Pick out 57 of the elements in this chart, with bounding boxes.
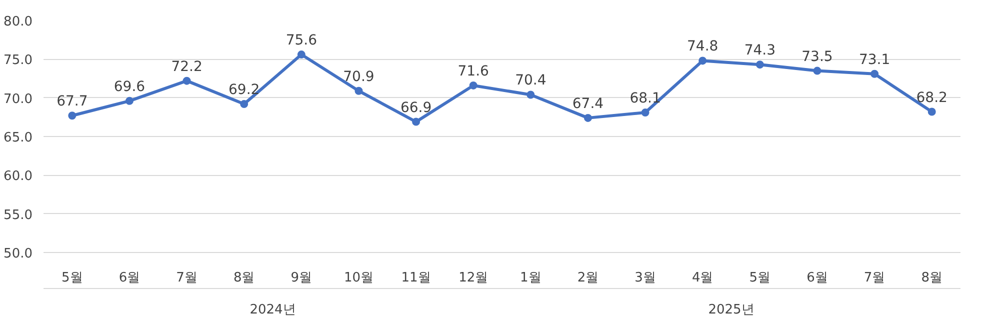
- x-tick-label: 3월: [634, 270, 656, 286]
- point: [68, 112, 76, 120]
- data-label: 69.2: [228, 82, 260, 98]
- y-tick-label: 50.0: [4, 246, 33, 262]
- point: [412, 118, 420, 126]
- data-label: 70.9: [343, 68, 374, 85]
- y-tick-label: 55.0: [4, 208, 33, 223]
- point: [297, 50, 306, 59]
- data-label: 68.2: [916, 90, 948, 106]
- y-tick-label: 70.0: [4, 92, 33, 107]
- y-tick-label: 60.0: [4, 169, 33, 184]
- x-tick-label: 2월: [577, 270, 599, 286]
- point: [641, 108, 650, 117]
- data-label: 67.4: [572, 96, 604, 112]
- data-label: 74.8: [687, 38, 718, 55]
- point: [756, 60, 764, 69]
- x-tick-label: 9월: [290, 270, 312, 286]
- x-tick-label: 6월: [118, 270, 140, 286]
- point: [182, 76, 191, 85]
- x-tick-label: 1월: [520, 270, 542, 286]
- x-tick-label: 7월: [176, 270, 198, 286]
- y-tick-label: 75.0: [4, 53, 33, 68]
- data-label: 73.1: [858, 52, 890, 68]
- data-label: 68.1: [630, 90, 661, 107]
- text: 2025년: [708, 302, 754, 318]
- point: [354, 86, 363, 95]
- x-tick-label: 5월: [749, 270, 771, 286]
- x-tick-label: 5월: [62, 270, 83, 286]
- data-label: 70.4: [515, 72, 546, 89]
- data-label: 69.6: [114, 78, 146, 95]
- x-tick-label: 4월: [692, 270, 714, 286]
- point: [698, 56, 707, 65]
- point: [240, 100, 248, 108]
- point: [870, 70, 879, 78]
- point: [125, 96, 134, 105]
- x-tick-label: 11월: [401, 270, 431, 286]
- data-label: 74.3: [744, 42, 776, 59]
- data-label: 73.5: [802, 48, 833, 65]
- x-tick-label: 6월: [806, 270, 828, 286]
- point: [526, 90, 535, 99]
- data-label: 75.6: [286, 32, 318, 49]
- data-label: 66.9: [400, 100, 432, 116]
- data-label: 67.7: [56, 94, 88, 110]
- point: [584, 114, 592, 122]
- x-tick-label: 12월: [458, 270, 488, 286]
- y-tick-label: 65.0: [4, 130, 33, 146]
- text: 2024년: [250, 302, 296, 318]
- y-tick-label: 80.0: [4, 14, 33, 30]
- x-tick-label: 10월: [344, 270, 374, 286]
- x-tick-label: 8월: [233, 270, 255, 286]
- x-tick-label: 8월: [921, 270, 942, 286]
- data-label: 72.2: [171, 58, 202, 75]
- x-tick-label: 7월: [864, 270, 886, 286]
- point: [469, 81, 478, 90]
- point: [928, 108, 936, 116]
- data-label: 71.6: [458, 63, 490, 80]
- point: [813, 66, 822, 75]
